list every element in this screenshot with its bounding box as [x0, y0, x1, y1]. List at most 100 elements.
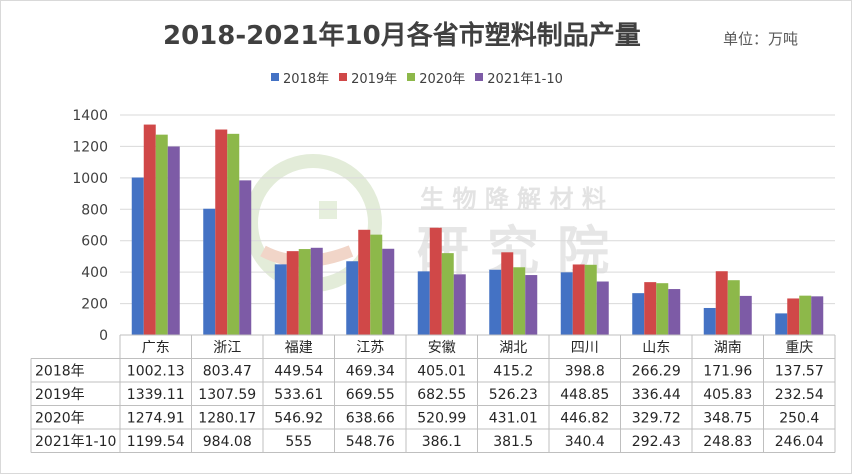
legend-label: 2020年 — [419, 71, 466, 87]
x-category-label: 湖北 — [499, 340, 527, 356]
table-cell: 248.83 — [703, 434, 752, 450]
table-cell: 232.54 — [775, 387, 824, 403]
table-cell: 431.01 — [489, 410, 538, 426]
table-cell: 669.55 — [346, 387, 395, 403]
bar — [787, 298, 800, 335]
table-cell: 348.75 — [703, 410, 752, 426]
table-cell: 137.57 — [775, 363, 824, 379]
table-cell: 266.29 — [632, 363, 681, 379]
table-cell: 1199.54 — [127, 434, 185, 450]
table-series-label: 2018年 — [35, 363, 85, 379]
bar — [644, 282, 657, 335]
bar — [811, 296, 824, 335]
bar — [370, 234, 383, 335]
x-category-label: 重庆 — [785, 340, 813, 356]
table-cell: 803.47 — [203, 363, 252, 379]
table-cell: 449.54 — [274, 363, 323, 379]
bar — [143, 124, 156, 336]
table-cell: 292.43 — [632, 434, 681, 450]
table-cell: 638.66 — [346, 410, 395, 426]
legend-item: 2020年 — [407, 68, 465, 87]
bar — [727, 280, 740, 335]
table-series-label: 2020年 — [35, 410, 85, 426]
table-cell: 336.44 — [632, 387, 681, 403]
table-cell: 1274.91 — [127, 410, 185, 426]
table-cell: 398.8 — [565, 363, 605, 379]
bar — [596, 281, 609, 335]
x-category-label: 浙江 — [213, 340, 241, 356]
bar — [739, 295, 752, 335]
table-cell: 546.92 — [274, 410, 323, 426]
bar — [668, 289, 681, 335]
table-cell: 526.23 — [489, 387, 538, 403]
y-tick-label: 1000 — [72, 171, 108, 187]
legend-swatch — [407, 73, 416, 81]
legend-swatch — [271, 73, 279, 81]
table-cell: 1339.11 — [127, 387, 185, 403]
table-cell: 446.82 — [560, 410, 609, 426]
legend-label: 2019年 — [351, 71, 398, 87]
x-category-label: 江苏 — [356, 340, 384, 356]
bar — [513, 267, 526, 335]
bar — [799, 295, 812, 335]
bar — [298, 249, 311, 335]
bar — [382, 248, 395, 335]
bar — [310, 247, 323, 335]
table-cell: 548.76 — [346, 434, 395, 450]
bar — [227, 133, 240, 335]
table-cell: 171.96 — [703, 363, 752, 379]
legend: 2018年 2019年 2020年 2021年1-10 — [271, 67, 573, 87]
table-cell: 405.83 — [703, 387, 752, 403]
legend-swatch — [475, 73, 484, 81]
y-tick-label: 400 — [81, 265, 108, 281]
x-category-label: 福建 — [285, 340, 313, 356]
table-cell: 1307.59 — [198, 387, 256, 403]
legend-item: 2019年 — [339, 68, 397, 87]
legend-label: 2021年1-10 — [487, 71, 563, 87]
bar — [501, 252, 514, 335]
x-category-label: 湖南 — [714, 340, 742, 356]
legend-item: 2021年1-10 — [475, 68, 563, 87]
table-cell: 386.1 — [422, 434, 462, 450]
bar — [155, 134, 168, 335]
table-cell: 682.55 — [417, 387, 466, 403]
x-category-label: 广东 — [142, 340, 170, 356]
bar — [286, 251, 299, 335]
table-cell: 448.85 — [560, 387, 609, 403]
bars — [131, 124, 824, 336]
watermark-square — [319, 201, 337, 219]
watermark-text-line1: 生 物 降 解 材 料 — [420, 185, 606, 213]
bar — [453, 274, 466, 335]
bar — [525, 275, 538, 335]
chart-title: 2018-2021年10月各省市塑料制品产量 — [163, 21, 641, 51]
bar — [274, 264, 287, 335]
bar — [703, 307, 716, 335]
table-series-label: 2019年 — [35, 387, 85, 403]
table-cell: 246.04 — [775, 434, 824, 450]
bar — [215, 129, 228, 335]
table-cell: 533.61 — [274, 387, 323, 403]
bar — [656, 283, 669, 335]
table-cell: 415.2 — [493, 363, 533, 379]
x-category-label: 四川 — [571, 340, 599, 356]
table-cell: 1002.13 — [127, 363, 185, 379]
bar — [131, 177, 144, 335]
x-category-label: 山东 — [642, 340, 670, 356]
bar — [441, 253, 454, 335]
bar — [167, 146, 180, 335]
table-cell: 469.34 — [346, 363, 395, 379]
table-cell: 555 — [285, 434, 312, 450]
y-tick-label: 800 — [81, 202, 108, 218]
bar — [429, 227, 442, 335]
bar — [632, 293, 645, 335]
bar — [560, 272, 573, 335]
bar — [417, 271, 430, 335]
bar — [775, 313, 788, 335]
y-tick-label: 0 — [99, 328, 108, 344]
x-category-label: 安徽 — [428, 340, 456, 356]
legend-label: 2018年 — [283, 71, 330, 87]
table-cell: 1280.17 — [198, 410, 256, 426]
bar — [203, 208, 216, 335]
